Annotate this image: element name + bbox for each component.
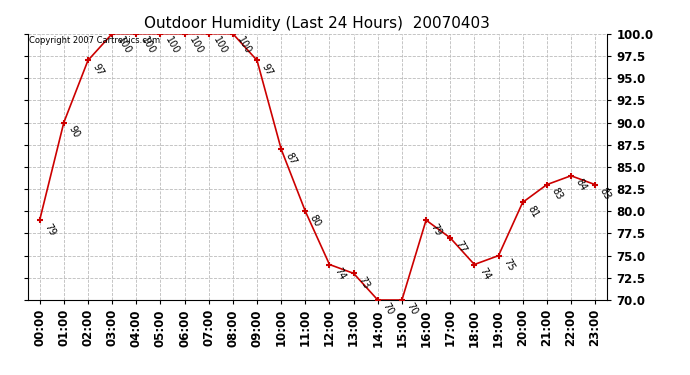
- Text: 79: 79: [43, 222, 57, 237]
- Text: 70: 70: [405, 302, 420, 317]
- Text: 83: 83: [598, 186, 613, 202]
- Text: 100: 100: [188, 35, 205, 56]
- Text: Copyright 2007 Cartronics.com: Copyright 2007 Cartronics.com: [29, 36, 160, 45]
- Text: 100: 100: [139, 35, 157, 56]
- Text: 83: 83: [550, 186, 564, 202]
- Text: 74: 74: [477, 266, 492, 282]
- Title: Outdoor Humidity (Last 24 Hours)  20070403: Outdoor Humidity (Last 24 Hours) 2007040…: [144, 16, 491, 31]
- Text: 73: 73: [357, 275, 371, 291]
- Text: 87: 87: [284, 150, 299, 166]
- Text: 79: 79: [429, 222, 444, 237]
- Text: 75: 75: [502, 257, 516, 273]
- Text: 84: 84: [574, 177, 589, 193]
- Text: 100: 100: [212, 35, 229, 56]
- Text: 77: 77: [453, 239, 468, 255]
- Text: 100: 100: [236, 35, 253, 56]
- Text: 97: 97: [91, 62, 106, 78]
- Text: 100: 100: [164, 35, 181, 56]
- Text: 80: 80: [308, 213, 323, 228]
- Text: 90: 90: [67, 124, 81, 140]
- Text: 74: 74: [333, 266, 347, 282]
- Text: 81: 81: [526, 204, 540, 219]
- Text: 97: 97: [260, 62, 275, 78]
- Text: 100: 100: [115, 35, 132, 56]
- Text: 70: 70: [381, 302, 395, 317]
